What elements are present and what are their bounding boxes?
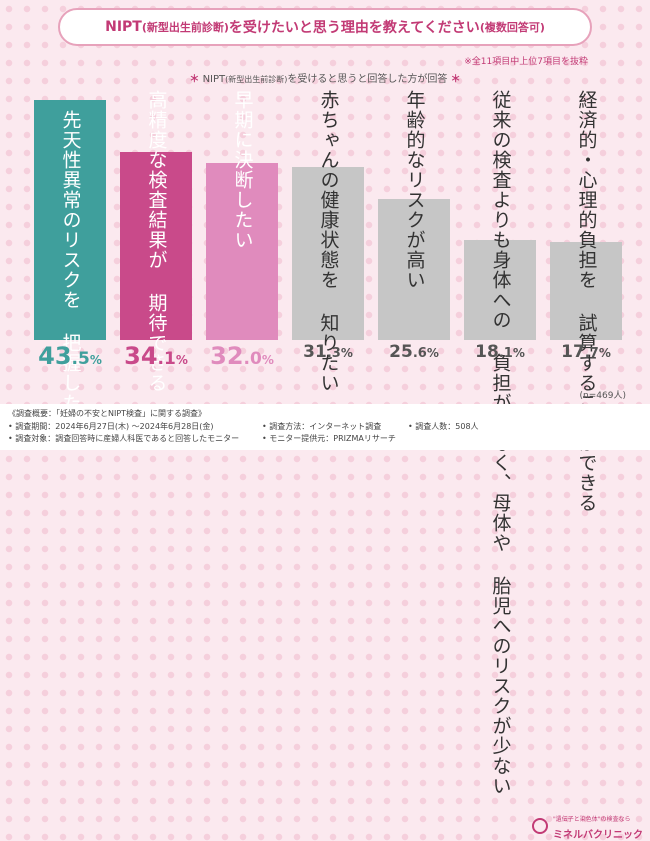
bar-label-2: 高精度な検査結果が 期待できる: [145, 90, 168, 393]
survey-period: • 調査期間：2024年6月27日(木) 〜2024年6月28日(金): [8, 422, 214, 431]
value-decimal: .0: [243, 349, 262, 369]
bar-6: [464, 240, 536, 340]
bar-5: [378, 199, 450, 340]
value-percent: %: [175, 353, 188, 367]
title-sub: (新型出生前診断): [141, 21, 229, 34]
clinic-logo-icon: [532, 818, 548, 834]
survey-provider: • モニター提供元：PRIZMAリサーチ: [262, 434, 396, 443]
value-label-7: 17.7%: [546, 342, 626, 362]
value-percent: %: [340, 346, 353, 360]
bar-4: [292, 167, 364, 340]
value-decimal: .1: [157, 349, 176, 369]
value-int: 32: [210, 342, 244, 370]
bar-2: [120, 152, 192, 340]
bar-label-4: 赤ちゃんの健康状態を 知りたい: [317, 90, 340, 393]
respondent-sub: (新型出生前診断): [225, 75, 288, 84]
value-label-2: 34.1%: [116, 342, 196, 370]
survey-overview: 《調査概要：「妊婦の不安とNIPT検査」に関する調査》: [8, 409, 207, 418]
value-label-6: 18.1%: [460, 342, 540, 362]
bar-7: [550, 242, 622, 340]
chart-subtitle: ※全11項目中上位7項目を抜粋: [464, 57, 588, 67]
star-right: ＊: [450, 74, 461, 85]
survey-target: • 調査対象：調査回答時に産婦人科医であると回答したモニター: [8, 434, 240, 443]
bar-label-5: 年齢的なリスクが高い: [403, 90, 426, 290]
value-label-1: 43.5%: [30, 342, 110, 370]
survey-method: • 調査方法：インターネット調査: [262, 422, 382, 431]
value-int: 18: [475, 342, 499, 362]
clinic-name: ミネルバクリニック: [553, 830, 643, 841]
value-percent: %: [512, 346, 525, 360]
value-decimal: .5: [71, 349, 90, 369]
bar-3: [206, 163, 278, 340]
bar-label-1: 先天性異常のリスクを 把握したい: [59, 110, 82, 433]
value-percent: %: [89, 353, 102, 367]
star-left: ＊: [189, 74, 200, 85]
value-int: 31: [303, 342, 327, 362]
title-rest: を受けたいと思う理由を教えてください: [228, 20, 480, 36]
survey-footer: 《調査概要：「妊婦の不安とNIPT検査」に関する調査》 • 調査期間：2024年…: [0, 404, 650, 841]
value-decimal: .3: [326, 346, 341, 361]
value-decimal: .1: [498, 346, 513, 361]
value-int: 17: [561, 342, 585, 362]
value-int: 25: [389, 342, 413, 362]
respondent-note: ＊ NIPT(新型出生前診断)を受けると思うと回答した方が回答 ＊: [0, 70, 650, 85]
bar-1: [34, 100, 106, 340]
value-decimal: .6: [412, 346, 427, 361]
title-main: NIPT: [105, 19, 142, 35]
chart-title: NIPT (新型出生前診断) を受けたいと思う理由を教えてください (複数回答可): [58, 8, 592, 46]
respondent-rest: を受けると思うと回答した方が回答: [287, 74, 448, 85]
value-int: 34: [124, 342, 158, 370]
value-percent: %: [598, 346, 611, 360]
title-paren: (複数回答可): [479, 21, 545, 34]
value-label-3: 32.0%: [202, 342, 282, 370]
value-int: 43: [38, 342, 72, 370]
survey-count: • 調査人数：508人: [408, 422, 479, 431]
value-decimal: .7: [584, 346, 599, 361]
value-percent: %: [426, 346, 439, 360]
value-label-4: 31.3%: [288, 342, 368, 362]
value-label-5: 25.6%: [374, 342, 454, 362]
value-percent: %: [261, 353, 274, 367]
respondent-prefix: NIPT: [202, 74, 226, 85]
clinic-tagline: "遺伝子と染色体"の検査なら: [553, 816, 631, 823]
sample-size-note: (n=469人): [579, 391, 626, 401]
bar-label-3: 早期に決断したい: [231, 90, 254, 250]
